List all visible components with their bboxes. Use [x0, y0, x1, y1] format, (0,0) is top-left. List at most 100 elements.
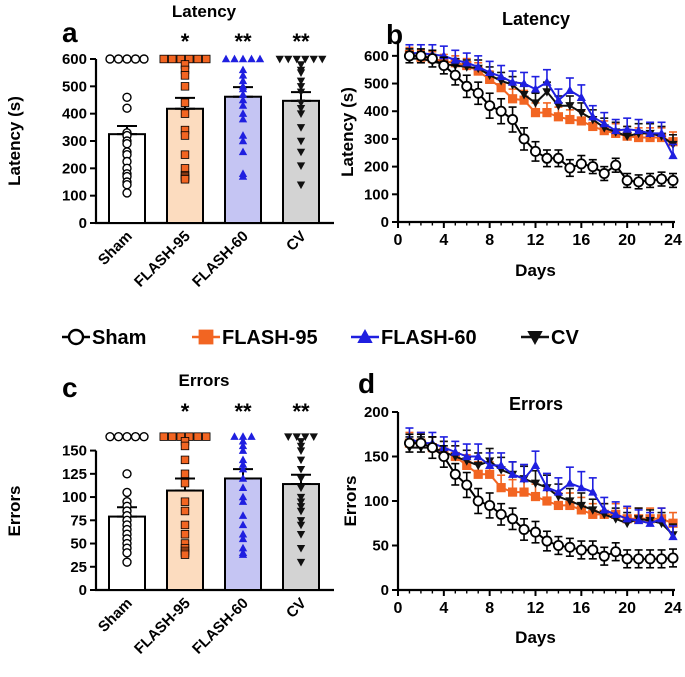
data-point-cv — [296, 465, 306, 474]
data-point-cv — [296, 456, 306, 465]
data-point-flash95 — [496, 483, 506, 493]
panel-a-letter: a — [62, 17, 78, 48]
data-point-flash60 — [238, 71, 248, 79]
data-point-sham — [644, 553, 656, 565]
y-tick-label: 125 — [62, 466, 87, 483]
data-point-flash95 — [176, 54, 185, 64]
data-point-cv — [296, 517, 306, 525]
data-point-flash95 — [553, 112, 564, 122]
data-point-flash95 — [180, 506, 190, 516]
x-tick-label: 20 — [618, 232, 636, 249]
data-point-flash95 — [168, 432, 177, 441]
data-point-cv — [296, 503, 306, 511]
data-point-flash60 — [542, 482, 552, 492]
data-point-sham — [587, 544, 599, 556]
data-point-flash95 — [485, 469, 495, 479]
y-tick-label: 300 — [62, 133, 87, 150]
x-tick-label: 4 — [439, 232, 448, 249]
data-point-flash95 — [180, 150, 190, 159]
data-point-sham — [552, 152, 564, 164]
data-point-flash60 — [238, 109, 248, 117]
data-point-cv — [576, 501, 586, 511]
y-tick-label: 0 — [381, 582, 389, 599]
y-axis-label: Errors — [5, 485, 24, 536]
data-point-sham — [438, 450, 450, 462]
panel-a-latency-bar-chart: a Latency Latency (s) 0 100 200 300 400 500 600 S… — [5, 2, 334, 291]
data-point-flash60 — [238, 446, 248, 454]
y-tick-label: 0 — [381, 214, 389, 231]
data-point-sham — [122, 188, 132, 198]
significance-label: ** — [234, 399, 252, 424]
data-point-flash60 — [462, 451, 472, 461]
legend-marker-flash60 — [357, 328, 373, 343]
y-tick-label: 200 — [364, 404, 389, 421]
data-point-cv — [296, 447, 306, 455]
data-point-flash60 — [634, 515, 644, 525]
significance-label: * — [181, 29, 190, 54]
data-point-flash95 — [180, 441, 190, 451]
y-tick-label: 75 — [70, 512, 87, 529]
data-point-flash60 — [238, 84, 248, 93]
data-point-flash60 — [238, 441, 248, 450]
x-tick-label: Sham — [95, 228, 136, 269]
data-point-sham — [139, 431, 149, 442]
series-sham — [403, 48, 679, 190]
data-point-flash60 — [599, 505, 609, 514]
legend-item-flash60: FLASH-60 — [351, 327, 477, 349]
data-point-sham — [122, 180, 132, 190]
data-point-cv — [309, 433, 318, 442]
y-tick-label: 600 — [364, 48, 389, 65]
series-line — [409, 442, 674, 560]
data-point-flash60 — [238, 464, 248, 473]
data-point-cv — [296, 544, 306, 553]
data-point-cv — [576, 109, 586, 118]
data-point-cv — [296, 88, 306, 97]
data-point-flash60 — [238, 534, 248, 543]
y-tick-label: 100 — [62, 489, 87, 506]
series-flash95 — [404, 431, 678, 528]
x-tick-label: 24 — [664, 600, 682, 617]
data-point-sham — [610, 159, 622, 171]
data-point-flash60 — [542, 77, 552, 86]
legend-marker-cv — [527, 331, 543, 346]
chart-title: Errors — [178, 371, 229, 390]
data-point-flash60 — [238, 474, 248, 482]
data-point-flash95 — [553, 500, 564, 511]
y-tick-label: 150 — [62, 443, 87, 460]
data-point-flash60 — [238, 101, 248, 109]
data-point-cv — [565, 102, 575, 111]
data-point-cv — [296, 521, 306, 530]
data-point-flash95 — [180, 82, 190, 91]
panel-c-errors-bar-chart: c Errors Errors 0 25 50 75 100 125 150 Sham * FLASH… — [5, 371, 334, 658]
data-point-flash60 — [565, 85, 575, 95]
data-point-cv — [296, 83, 306, 91]
data-point-flash95 — [180, 478, 190, 488]
data-point-cv — [296, 493, 306, 502]
data-point-flash60 — [238, 54, 248, 63]
data-point-flash60 — [238, 520, 248, 529]
data-point-sham — [122, 103, 132, 113]
data-point-flash60 — [485, 67, 495, 77]
data-point-flash95 — [530, 108, 541, 118]
data-point-sham — [130, 54, 141, 64]
data-point-flash60 — [634, 125, 644, 135]
series-line — [409, 54, 674, 183]
data-point-cv — [588, 506, 598, 515]
data-point-sham — [518, 133, 530, 145]
data-point-sham — [122, 469, 132, 479]
data-point-cv — [296, 438, 306, 446]
data-point-flash95 — [507, 94, 518, 104]
data-point-cv — [296, 99, 306, 108]
data-point-sham — [667, 552, 679, 564]
data-point-flash60 — [553, 487, 564, 496]
x-tick-label: CV — [283, 228, 310, 255]
significance-label: ** — [234, 29, 252, 54]
data-point-sham — [495, 508, 507, 520]
data-point-sham — [130, 431, 141, 442]
x-tick-label: 12 — [527, 600, 545, 617]
data-point-flash60 — [611, 509, 621, 518]
data-point-flash60 — [450, 55, 460, 64]
x-tick-label: 12 — [527, 232, 545, 249]
data-point-flash60 — [238, 131, 248, 139]
